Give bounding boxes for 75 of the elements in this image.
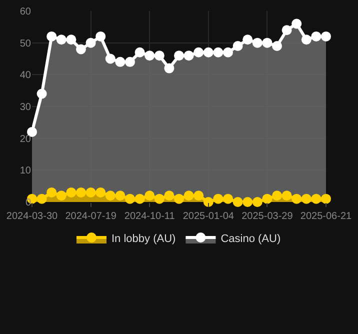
point (194, 190, 204, 201)
point (115, 190, 126, 201)
point (105, 190, 116, 201)
y-tick-label: 10 (20, 166, 32, 177)
point (36, 88, 47, 99)
point (311, 194, 322, 204)
point (272, 190, 282, 201)
point (174, 194, 184, 204)
point (164, 63, 174, 74)
point (301, 34, 312, 45)
point (86, 187, 96, 198)
point (144, 190, 155, 201)
point (96, 31, 106, 42)
point (262, 38, 272, 48)
x-tick-label: 2025-03-29 (242, 211, 294, 222)
point (36, 194, 47, 204)
point (66, 34, 76, 45)
point (252, 38, 262, 48)
point (232, 197, 243, 207)
point (56, 34, 66, 45)
point (203, 197, 214, 207)
point (154, 194, 164, 204)
point (96, 187, 106, 198)
y-tick-label: 40 (20, 70, 32, 82)
point (125, 194, 135, 204)
point (213, 194, 224, 204)
legend-label: In lobby (AU) (112, 232, 176, 245)
point (272, 41, 282, 52)
y-tick-label: 20 (20, 134, 32, 145)
point (46, 187, 57, 198)
point (321, 194, 331, 204)
point (27, 126, 37, 137)
x-tick-label: 2025-01-04 (182, 211, 234, 222)
point (262, 194, 272, 204)
point (164, 190, 174, 201)
point (86, 38, 96, 48)
point (213, 47, 224, 58)
point (115, 56, 126, 67)
point (184, 190, 194, 201)
y-tick-label: 30 (20, 102, 32, 113)
point (184, 50, 194, 61)
point (311, 31, 322, 42)
point (242, 197, 253, 207)
x-tick-label: 2025-06-21 (300, 211, 352, 222)
point (321, 31, 331, 42)
x-tick-label: 2024-03-30 (6, 211, 58, 222)
x-tick-label: 2024-10-11 (124, 211, 176, 222)
point (292, 194, 302, 204)
point (46, 31, 57, 42)
point (125, 56, 135, 67)
point (223, 194, 233, 204)
point (194, 47, 204, 58)
point (56, 190, 66, 201)
point (76, 44, 86, 54)
point (282, 25, 292, 36)
point (252, 197, 262, 207)
x-tick-label: 2024-07-19 (65, 211, 117, 222)
y-tick-label: 60 (20, 6, 32, 18)
point (223, 47, 233, 58)
point (282, 190, 292, 201)
point (203, 47, 214, 58)
point (242, 34, 253, 45)
point (105, 54, 116, 64)
point (134, 47, 145, 58)
point (292, 18, 302, 29)
point (174, 50, 184, 61)
point (134, 194, 145, 204)
point (76, 187, 86, 198)
point (66, 187, 76, 198)
point (232, 41, 243, 52)
point (154, 50, 164, 61)
legend-label: Casino (AU) (220, 232, 281, 245)
point (301, 194, 312, 204)
y-tick-label: 50 (20, 38, 32, 50)
point (144, 50, 155, 61)
